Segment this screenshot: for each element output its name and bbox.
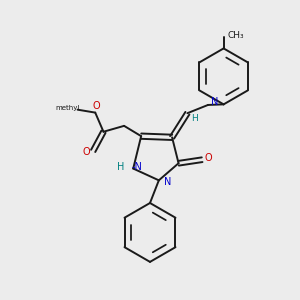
Text: H: H	[117, 162, 124, 172]
Text: methyl: methyl	[55, 105, 80, 111]
Text: N: N	[211, 97, 218, 107]
Text: O: O	[93, 101, 100, 111]
Text: O: O	[205, 153, 212, 163]
Text: -N: -N	[132, 162, 142, 172]
Text: O: O	[83, 147, 91, 158]
Text: CH₃: CH₃	[228, 31, 244, 40]
Text: H: H	[191, 114, 198, 123]
Text: N: N	[164, 177, 172, 187]
